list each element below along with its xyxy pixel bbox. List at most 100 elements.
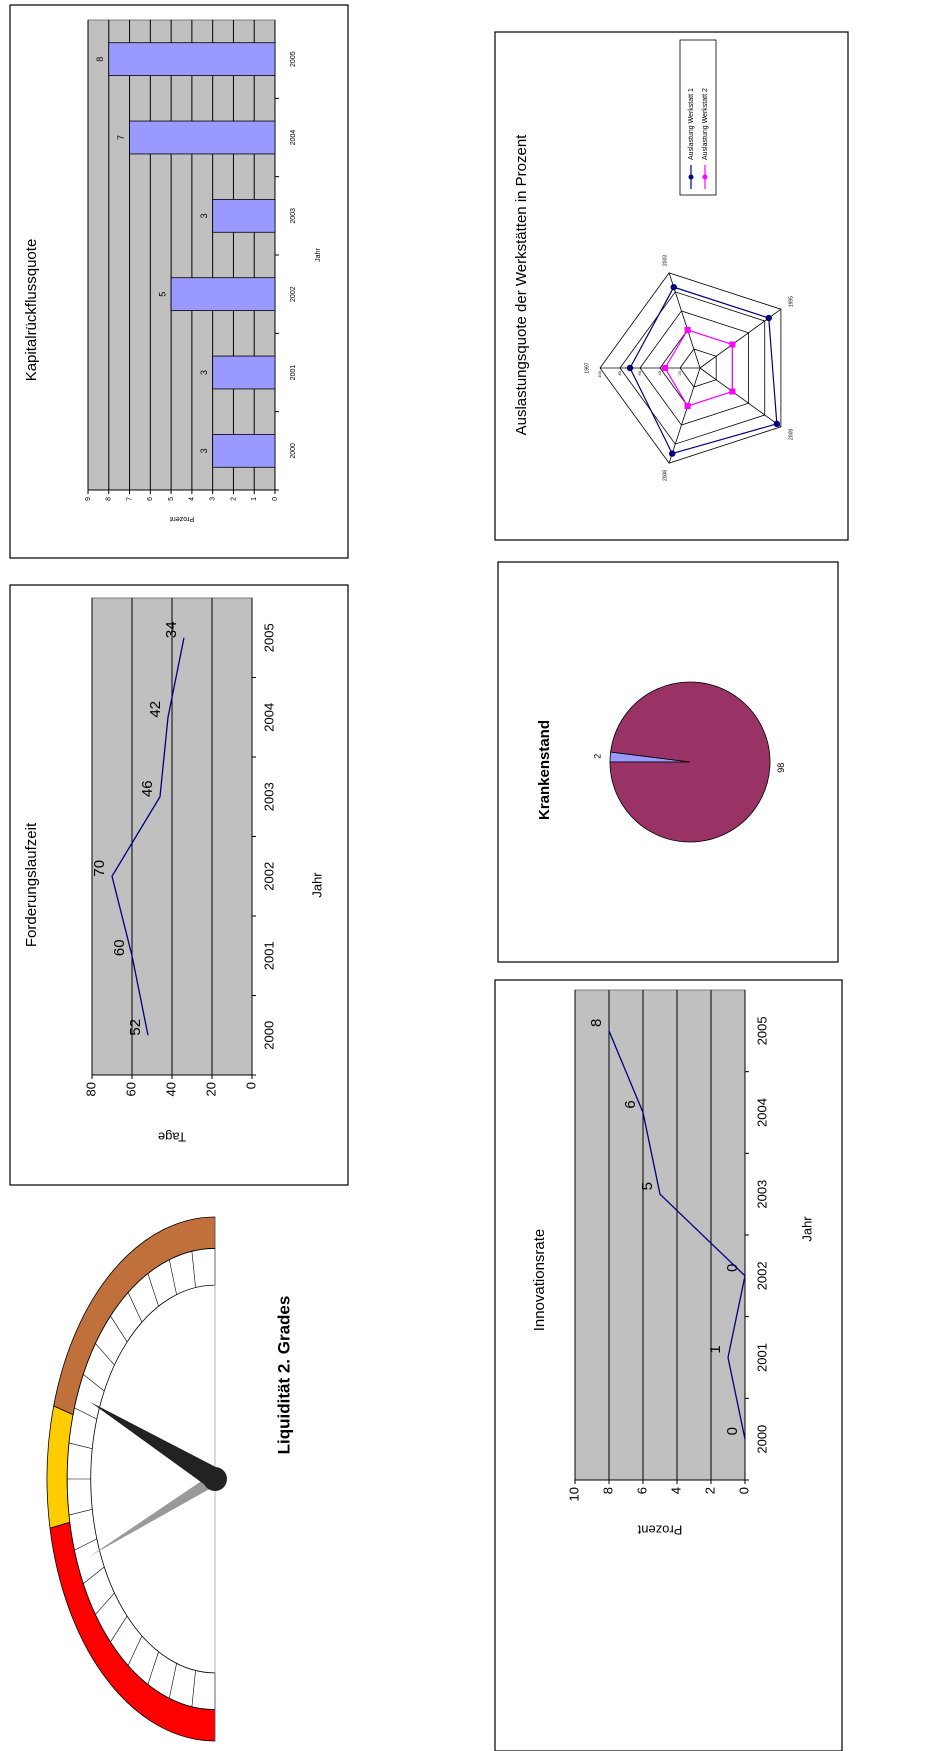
x-tick-label: 2002 — [261, 862, 276, 891]
radar-marker — [729, 389, 735, 395]
x-axis-label: Jahr — [309, 872, 324, 898]
data-label: 42 — [147, 701, 164, 718]
legend-marker — [689, 175, 694, 180]
needle-pivot — [203, 1467, 227, 1491]
y-tick-label: 0 — [736, 1487, 751, 1494]
data-label: 5 — [639, 1182, 656, 1190]
plot-area — [88, 20, 275, 490]
r-tick-label: 40 — [657, 370, 662, 375]
category-label: 1995 — [789, 296, 795, 307]
x-tick-label: 2005 — [754, 1016, 769, 1045]
r-tick-label: 20 — [677, 370, 682, 375]
chart-title: Krankenstand — [536, 720, 553, 820]
radar-marker — [774, 421, 780, 427]
x-tick-label: 2004 — [261, 703, 276, 732]
bar — [130, 121, 275, 154]
data-label: 0 — [724, 1427, 741, 1435]
data-label: 1 — [707, 1345, 724, 1353]
page: {"chart_data": [ {"type": "gauge", "titl… — [0, 0, 946, 1751]
x-tick-label: 2001 — [290, 365, 297, 381]
x-axis-label: Jahr — [315, 248, 322, 262]
y-axis-label: Prozent — [637, 1523, 682, 1538]
legend-label: Auslastung Werkstatt 2 — [702, 88, 709, 160]
category-label: 2008 — [662, 470, 668, 481]
y-tick-label: 9 — [85, 497, 92, 501]
data-label: 3 — [199, 448, 209, 453]
data-label: 52 — [127, 1019, 144, 1036]
data-label: 46 — [139, 780, 156, 797]
data-label: 2 — [593, 754, 603, 759]
bar — [213, 199, 275, 232]
x-tick-label: 2003 — [261, 782, 276, 811]
x-tick-label: 2004 — [754, 1098, 769, 1127]
y-tick-label: 0 — [243, 1082, 258, 1089]
x-tick-label: 2005 — [261, 623, 276, 652]
data-label: 60 — [111, 939, 128, 956]
radar-marker — [685, 403, 691, 409]
y-tick-label: 5 — [168, 497, 175, 501]
y-tick-label: 2 — [702, 1487, 717, 1494]
y-tick-label: 0 — [272, 497, 279, 501]
y-tick-label: 6 — [147, 497, 154, 501]
bar — [213, 434, 275, 467]
bar — [109, 43, 275, 76]
r-tick-label: 100 — [597, 370, 602, 377]
plot-area — [575, 990, 745, 1480]
y-tick-label: 40 — [163, 1082, 178, 1096]
x-tick-label: 2001 — [754, 1343, 769, 1372]
y-tick-label: 4 — [189, 497, 196, 501]
category-label: 2009 — [789, 429, 795, 440]
data-label: 6 — [622, 1100, 639, 1108]
category-label: 1997 — [584, 362, 590, 373]
radar-marker — [729, 341, 735, 347]
y-tick-label: 8 — [600, 1487, 615, 1494]
category-label: 2003 — [662, 255, 668, 266]
y-tick-label: 6 — [634, 1487, 649, 1494]
y-tick-label: 1 — [251, 497, 258, 501]
data-label: 34 — [163, 621, 180, 638]
radar-marker — [685, 327, 691, 333]
chart-title: Liquidität 2. Grades — [274, 1296, 293, 1455]
data-label: 3 — [199, 370, 209, 375]
data-label: 8 — [588, 1019, 605, 1027]
legend-marker — [703, 175, 708, 180]
gauge-needle — [90, 1402, 219, 1489]
chart-title: Kapitalrückflussquote — [23, 239, 40, 382]
data-label: 70 — [91, 860, 108, 877]
y-tick-label: 3 — [210, 497, 217, 501]
y-tick-label: 10 — [566, 1487, 581, 1501]
y-tick-label: 7 — [126, 497, 133, 501]
data-label: 0 — [724, 1264, 741, 1272]
data-label: 7 — [116, 135, 126, 140]
dashboard: Liquidität 2. Grades Forderungslaufzeit 0 2… — [0, 0, 946, 1751]
y-tick-label: 20 — [203, 1082, 218, 1096]
bar — [171, 278, 275, 311]
x-axis-label: Jahr — [799, 1216, 814, 1242]
legend-label: Auslastung Werkstatt 1 — [688, 88, 695, 160]
radar-marker — [766, 315, 772, 321]
x-tick-label: 2002 — [290, 286, 297, 302]
pie-slice — [610, 682, 770, 842]
radar-marker — [669, 450, 675, 456]
legend-box — [680, 40, 716, 195]
gauge-needle — [90, 1473, 217, 1556]
radar-marker — [662, 365, 668, 371]
x-tick-label: 2002 — [754, 1261, 769, 1290]
x-tick-label: 2000 — [290, 443, 297, 459]
y-tick-label: 60 — [123, 1082, 138, 1096]
chart-title: Innovationsrate — [531, 1229, 548, 1332]
x-tick-label: 2003 — [754, 1180, 769, 1209]
x-tick-label: 2000 — [261, 1021, 276, 1050]
radar-marker — [627, 365, 633, 371]
x-tick-label: 2001 — [261, 941, 276, 970]
y-axis-label: Prozent — [170, 515, 194, 522]
x-tick-label: 2005 — [290, 51, 297, 67]
radar-marker — [671, 284, 677, 290]
chart-title: Forderungslaufzeit — [23, 822, 40, 947]
chart-title: Auslastungsquote der Werkstätten in Proz… — [513, 134, 530, 436]
landscape-group: Liquidität 2. Grades Forderungslaufzeit 0 2… — [10, 5, 848, 1751]
x-tick-label: 2000 — [754, 1425, 769, 1454]
data-label: 5 — [157, 292, 167, 297]
y-tick-label: 8 — [106, 497, 113, 501]
y-tick-label: 4 — [668, 1487, 683, 1494]
